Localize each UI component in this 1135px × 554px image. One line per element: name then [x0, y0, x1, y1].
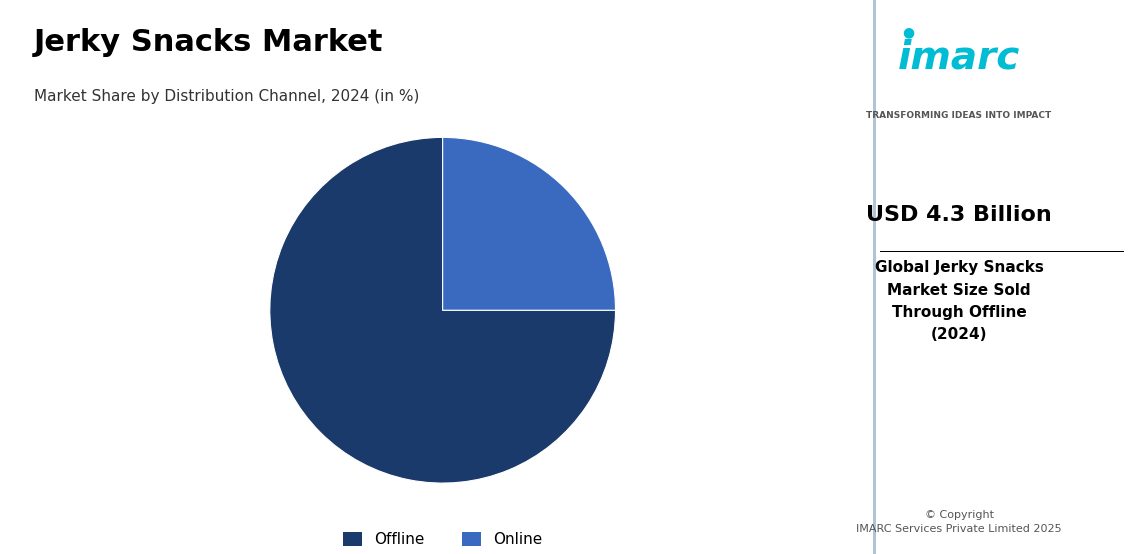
Text: Market Share by Distribution Channel, 2024 (in %): Market Share by Distribution Channel, 20…: [34, 89, 420, 104]
Wedge shape: [270, 137, 615, 483]
Text: Jerky Snacks Market: Jerky Snacks Market: [34, 28, 384, 57]
Text: USD 4.3 Billion: USD 4.3 Billion: [866, 205, 1052, 225]
FancyBboxPatch shape: [880, 251, 1124, 252]
Text: imarc: imarc: [898, 39, 1020, 77]
Wedge shape: [443, 137, 615, 310]
Text: Global Jerky Snacks
Market Size Sold
Through Offline
(2024): Global Jerky Snacks Market Size Sold Thr…: [875, 260, 1043, 342]
FancyBboxPatch shape: [873, 0, 876, 554]
Legend: Offline, Online: Offline, Online: [337, 526, 548, 553]
Text: ●: ●: [902, 25, 914, 39]
Text: © Copyright
IMARC Services Private Limited 2025: © Copyright IMARC Services Private Limit…: [856, 510, 1062, 534]
Text: TRANSFORMING IDEAS INTO IMPACT: TRANSFORMING IDEAS INTO IMPACT: [866, 111, 1052, 120]
